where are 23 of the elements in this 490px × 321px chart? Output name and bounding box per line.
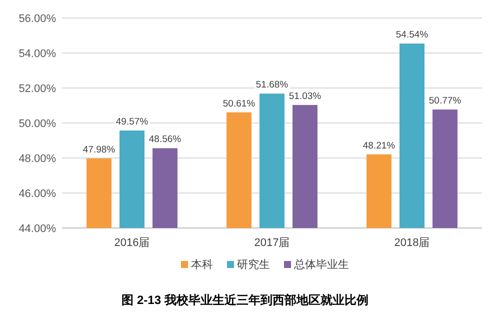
legend-label: 本科 bbox=[191, 258, 213, 271]
data-label: 48.21% bbox=[362, 140, 396, 152]
y-tick-label: 56.00% bbox=[18, 13, 56, 25]
x-tick-label: 2017届 bbox=[254, 237, 290, 249]
y-tick-label: 50.00% bbox=[18, 118, 56, 130]
data-label: 54.54% bbox=[396, 30, 429, 41]
y-tick-label: 54.00% bbox=[18, 48, 56, 60]
legend-label: 研究生 bbox=[237, 258, 270, 271]
data-label: 50.77% bbox=[428, 96, 462, 107]
data-label: 47.98% bbox=[82, 144, 116, 156]
data-label: 50.61% bbox=[222, 98, 256, 110]
data-label: 48.56% bbox=[148, 134, 182, 146]
text: 图 2-13 我校毕业生近三年到西部地区就业比例 bbox=[122, 293, 368, 307]
y-tick-label: 52.00% bbox=[18, 83, 56, 95]
data-label: 51.68% bbox=[256, 80, 289, 91]
x-tick-label: 2016届 bbox=[114, 237, 150, 249]
data-label: 49.57% bbox=[116, 116, 149, 128]
data-label: 51.03% bbox=[288, 90, 322, 102]
y-tick-label: 46.00% bbox=[18, 188, 56, 200]
y-tick-label: 48.00% bbox=[18, 153, 56, 165]
x-tick-label: 2018届 bbox=[394, 237, 430, 249]
y-tick-label: 44.00% bbox=[18, 223, 56, 235]
legend-label: 总体毕业生 bbox=[293, 258, 349, 271]
